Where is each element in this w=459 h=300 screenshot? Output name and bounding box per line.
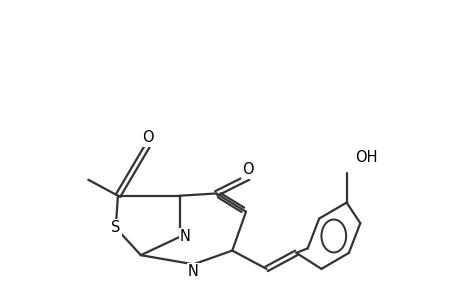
Text: S: S [111,220,120,235]
Text: OH: OH [354,150,376,165]
Text: N: N [188,264,198,279]
Text: O: O [242,162,253,177]
Text: O: O [141,130,153,146]
Text: N: N [179,230,190,244]
